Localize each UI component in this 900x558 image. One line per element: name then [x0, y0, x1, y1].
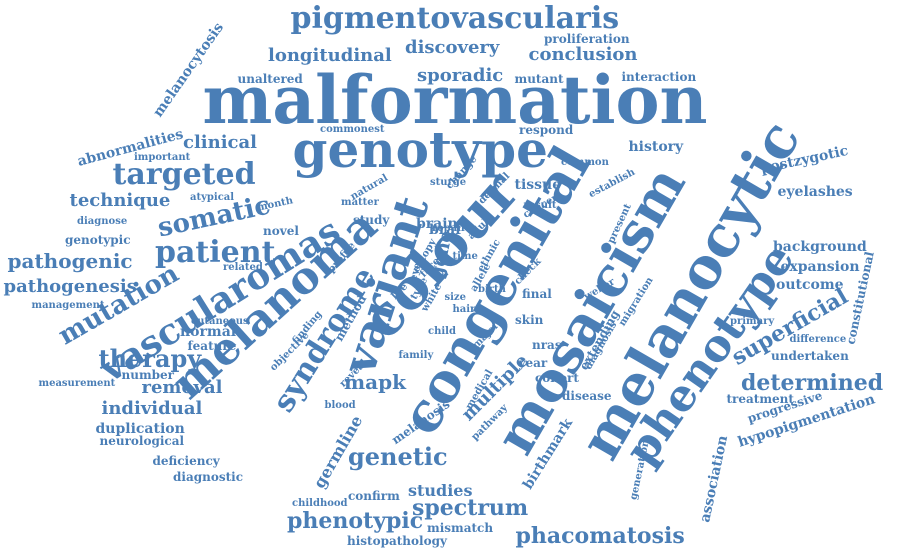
word-proliferation: proliferation	[544, 32, 630, 46]
word-blood: blood	[324, 400, 356, 411]
word-number: number	[121, 368, 175, 382]
word-confirm: confirm	[348, 489, 400, 503]
word-commonest: commonest	[320, 124, 385, 135]
word-tissue: tissue	[514, 177, 562, 193]
word-repair: repair	[432, 223, 467, 234]
word-feature: feature	[187, 339, 237, 353]
word-birth: birth	[478, 284, 506, 295]
word-common: common	[561, 157, 609, 168]
word-nras: nras	[532, 338, 562, 352]
word-diagnose: diagnose	[77, 216, 128, 227]
word-mapk: mapk	[344, 370, 406, 394]
word-matter: matter	[341, 197, 379, 208]
word-duplication: duplication	[95, 421, 185, 437]
word-sturge: sturge	[430, 177, 467, 188]
word-treatment: treatment	[726, 392, 794, 406]
word-braf: braf	[429, 222, 462, 238]
word-deficiency: deficiency	[152, 454, 220, 468]
word-child: child	[428, 326, 456, 337]
word-study: study	[353, 213, 390, 227]
word-pathogenic: pathogenic	[7, 249, 133, 273]
word-size: size	[444, 292, 466, 303]
word-cohort: cohort	[535, 371, 579, 385]
word-time: time	[452, 251, 478, 262]
word-genotype: genotype	[292, 120, 548, 179]
word-determined: determined	[741, 370, 884, 396]
word-phenotypic: phenotypic	[287, 508, 424, 534]
word-individual: individual	[101, 398, 203, 419]
word-difference: difference	[789, 334, 847, 345]
word-removal: removal	[141, 377, 223, 398]
word-neurological: neurological	[99, 434, 185, 448]
word-malformation: malformation	[202, 61, 708, 139]
word-undertaken: undertaken	[771, 349, 849, 363]
word-histopathology: histopathology	[347, 534, 447, 548]
word-genotypic: genotypic	[65, 233, 131, 247]
word-eyelashes: eyelashes	[777, 184, 853, 200]
word-mismatch: mismatch	[427, 521, 494, 535]
word-phacomatosis: phacomatosis	[515, 523, 685, 549]
word-patient: patient	[155, 235, 276, 270]
word-normal: normal	[180, 324, 237, 340]
word-management: management	[31, 300, 105, 311]
word-disease: disease	[562, 389, 612, 403]
word-genetic: genetic	[348, 442, 448, 471]
word-targeted: targeted	[112, 157, 256, 192]
word-therapy: therapy	[98, 344, 202, 373]
word-history: history	[628, 139, 684, 155]
word-pathogenesis: pathogenesis	[3, 276, 137, 297]
word-year: year	[518, 356, 548, 370]
word-sporadic: sporadic	[417, 65, 504, 86]
word-result: result	[523, 200, 557, 211]
word-respond: respond	[519, 123, 574, 137]
word-discovery: discovery	[405, 37, 500, 58]
word-expansion: expansion	[780, 259, 860, 275]
word-outcome: outcome	[776, 277, 844, 293]
word-final: final	[522, 287, 552, 301]
word-hair: hair	[452, 304, 476, 315]
word-measurement: measurement	[38, 378, 116, 389]
word-family: family	[398, 350, 434, 361]
word-technique: technique	[69, 190, 171, 211]
word-primary: primary	[730, 316, 775, 327]
word-clinical: clinical	[183, 132, 258, 153]
word-unaltered: unaltered	[237, 72, 303, 86]
word-longitudinal: longitudinal	[268, 45, 392, 66]
word-background: background	[773, 239, 867, 255]
word-spectrum: spectrum	[412, 495, 529, 521]
word-childhood: childhood	[292, 498, 348, 509]
word-conclusion: conclusion	[528, 44, 638, 65]
word-related: related	[223, 262, 263, 273]
word-diagnostic: diagnostic	[173, 470, 244, 484]
word-studies: studies	[408, 481, 473, 500]
word-interaction: interaction	[621, 70, 697, 84]
word-association: association	[697, 434, 732, 524]
word-cutaneous: cutaneous	[191, 316, 249, 327]
word-atypical: atypical	[190, 192, 235, 203]
word-skin: skin	[515, 313, 544, 327]
word-brain: brain	[416, 216, 458, 232]
word-pigmentovascularis: pigmentovascularis	[290, 1, 620, 36]
word-important: important	[134, 152, 191, 163]
word-novel: novel	[263, 224, 299, 238]
word-mutant: mutant	[514, 72, 564, 86]
